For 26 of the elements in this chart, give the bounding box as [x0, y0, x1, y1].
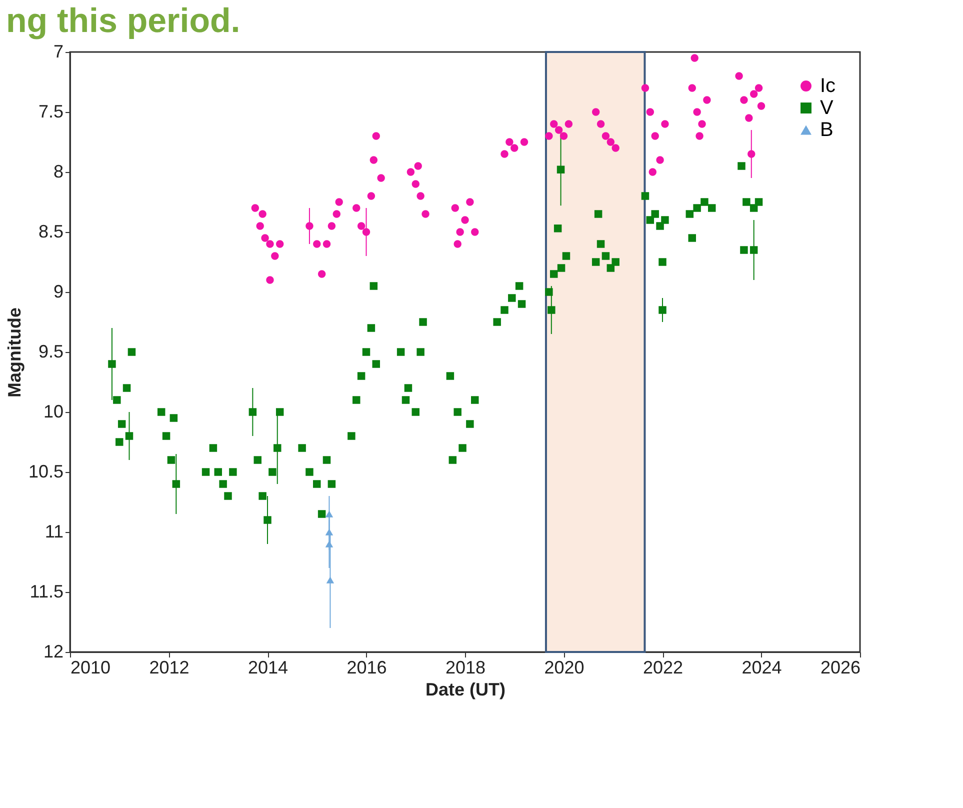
y-tick-label: 9	[53, 282, 64, 302]
y-tick-label: 11.5	[30, 582, 64, 602]
x-tick-label: 2022	[642, 658, 684, 678]
x-tick-label: 2018	[445, 658, 486, 678]
y-tick-label: 12	[43, 642, 64, 662]
y-axis-title: Magnitude	[4, 308, 24, 398]
x-tick-label: 2020	[544, 658, 584, 678]
y-tick-label: 11	[44, 522, 64, 542]
legend-label: B	[820, 119, 834, 141]
x-tick-label: 2016	[346, 658, 387, 678]
x-tick-label: 2012	[149, 658, 190, 678]
y-tick-label: 7	[53, 42, 64, 62]
y-tick-label: 9.5	[38, 342, 64, 362]
x-axis-title: Date (UT)	[426, 680, 506, 700]
legend-label: Ic	[820, 75, 836, 97]
y-tick-label: 8.5	[38, 222, 64, 242]
x-tick-label: 2010	[70, 658, 111, 678]
x-tick-label: 2024	[742, 658, 782, 678]
y-tick-label: 10.5	[28, 462, 64, 482]
legend-label: V	[820, 97, 834, 119]
y-tick-label: 8	[53, 162, 64, 182]
y-tick-label: 7.5	[38, 102, 64, 122]
x-tick-label: 2014	[248, 658, 288, 678]
y-tick-label: 10	[43, 402, 64, 422]
chart-title: ng this period.	[6, 2, 240, 40]
x-tick-label: 2026	[820, 658, 860, 678]
